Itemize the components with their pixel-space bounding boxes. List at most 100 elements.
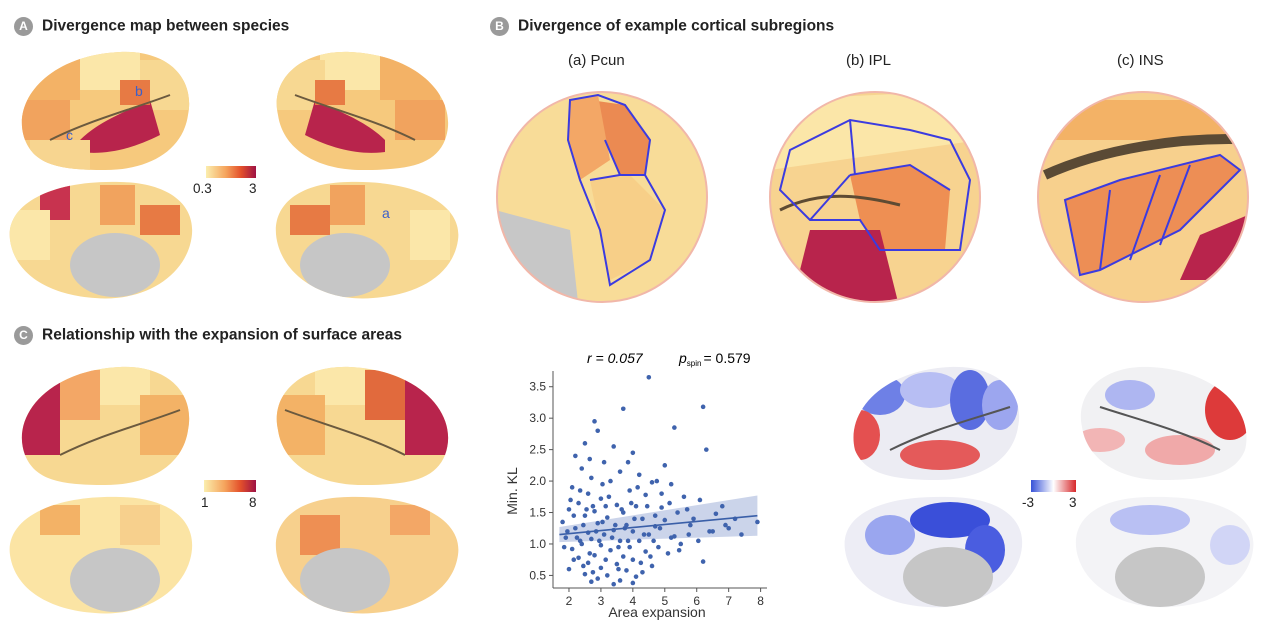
colorbar-diff-min: -3 xyxy=(1022,495,1035,510)
x-tick-label: 6 xyxy=(693,594,700,608)
x-tick-label: 4 xyxy=(630,594,637,608)
callout-a: a xyxy=(382,205,390,221)
panel-c-area-brain-views xyxy=(9,366,459,614)
scatter-point xyxy=(632,516,637,522)
area-brain-lateral-right xyxy=(276,366,449,485)
panel-badge-b: B xyxy=(490,17,509,36)
scatter-point xyxy=(651,538,656,544)
scatter-point xyxy=(566,507,572,512)
scatter-point xyxy=(608,478,613,484)
scatter-point xyxy=(573,453,578,459)
scatter-point xyxy=(630,529,636,534)
panel-badge-a: A xyxy=(14,17,33,36)
scatter-point xyxy=(581,522,586,528)
zoom-ins xyxy=(1038,92,1248,302)
panel-a-title-text: Divergence map between species xyxy=(42,17,290,35)
chart-stat-p-sub: spin xyxy=(687,359,702,368)
x-tick-label: 7 xyxy=(725,594,732,608)
colorbar-area-max: 8 xyxy=(249,495,257,510)
scatter-point xyxy=(598,496,604,501)
scatter-point xyxy=(641,532,647,537)
scatter-point xyxy=(568,497,573,503)
brain-lateral-left xyxy=(21,51,190,170)
x-axis-label: Area expansion xyxy=(608,604,705,620)
scatter-point xyxy=(667,500,672,506)
chart-stat-r: r = 0.057 xyxy=(587,350,644,366)
scatter-point xyxy=(713,511,719,517)
scatter-point xyxy=(676,547,682,553)
scatter-point xyxy=(691,516,696,522)
colorbar-a-min: 0.3 xyxy=(193,181,212,196)
brain-medial-left xyxy=(9,181,193,299)
diff-brain-lateral-left xyxy=(853,366,1020,481)
panel-b-title-text: Divergence of example cortical subregion… xyxy=(518,17,835,35)
scatter-point xyxy=(590,503,596,509)
scatter-point xyxy=(609,535,615,540)
scatter-point xyxy=(633,503,639,509)
scatter-point xyxy=(652,513,658,518)
scatter-point xyxy=(648,554,653,559)
brain-medial-right xyxy=(275,181,459,299)
scatter-point xyxy=(643,492,648,498)
scatter-point xyxy=(700,404,706,410)
scatter-point xyxy=(697,497,703,503)
scatter-point xyxy=(579,466,585,471)
scatter-point xyxy=(617,578,623,583)
chart-stat-r-text: r = 0.057 xyxy=(587,350,644,366)
scatter-point xyxy=(604,515,610,520)
scatter-point xyxy=(592,552,597,558)
scatter-point xyxy=(598,565,604,571)
x-tick-label: 5 xyxy=(661,594,668,608)
diff-brain-medial-left xyxy=(844,496,1023,608)
scatter-point xyxy=(638,560,644,566)
scatter-point xyxy=(565,529,570,534)
scatter-point xyxy=(616,544,621,550)
scatter-chart: r = 0.057 pspin = 0.579 2 3 4 5 6 7 80.51.01.52… xyxy=(504,350,767,620)
scatter-point xyxy=(686,532,692,537)
scatter-point xyxy=(589,579,594,585)
scatter-point xyxy=(723,522,728,528)
scatter-point xyxy=(603,503,609,509)
scatter-point xyxy=(582,571,588,577)
scatter-point xyxy=(630,580,636,586)
scatter-point xyxy=(587,456,593,462)
scatter-point xyxy=(630,450,636,456)
scatter-point xyxy=(577,538,583,544)
scatter-point xyxy=(585,491,591,496)
scatter-point xyxy=(611,444,616,449)
area-brain-lateral-left xyxy=(21,366,190,485)
scatter-point xyxy=(561,544,567,550)
x-tick-label: 2 xyxy=(566,594,573,608)
x-tick-label: 3 xyxy=(598,594,605,608)
regression-line xyxy=(559,514,758,536)
scatter-point xyxy=(704,447,709,452)
y-tick-label: 2.0 xyxy=(529,474,546,488)
y-tick-label: 1.0 xyxy=(529,537,546,551)
scatter-point xyxy=(617,469,623,474)
scatter-point xyxy=(606,494,612,500)
subregion-label-ipl: (b) IPL xyxy=(846,52,892,69)
chart-stat-p-symbol: p xyxy=(678,350,687,366)
scatter-point xyxy=(628,500,634,506)
colorbar-area-min: 1 xyxy=(201,495,209,510)
scatter-point xyxy=(620,554,626,559)
subregion-label-pcun: (a) Pcun xyxy=(568,52,625,69)
scatter-point xyxy=(576,500,581,506)
scatter-point xyxy=(592,508,597,514)
area-brain-medial-left xyxy=(9,496,193,614)
scatter-point xyxy=(636,538,642,544)
scatter-point xyxy=(668,535,674,540)
y-tick-label: 3.0 xyxy=(529,411,546,425)
scatter-point xyxy=(665,551,671,556)
colorbar-a xyxy=(206,165,256,178)
chart-stat-p: pspin = 0.579 xyxy=(678,350,751,368)
scatter-point xyxy=(643,549,648,554)
scatter-point xyxy=(587,551,593,556)
y-tick-label: 3.5 xyxy=(529,380,546,394)
scatter-point xyxy=(569,546,575,552)
panel-b-title: B Divergence of example cortical subregio… xyxy=(490,17,834,36)
zoom-ipl xyxy=(770,92,980,302)
scatter-point xyxy=(597,538,602,544)
scatter-point xyxy=(635,485,640,490)
scatter-point xyxy=(581,563,586,569)
